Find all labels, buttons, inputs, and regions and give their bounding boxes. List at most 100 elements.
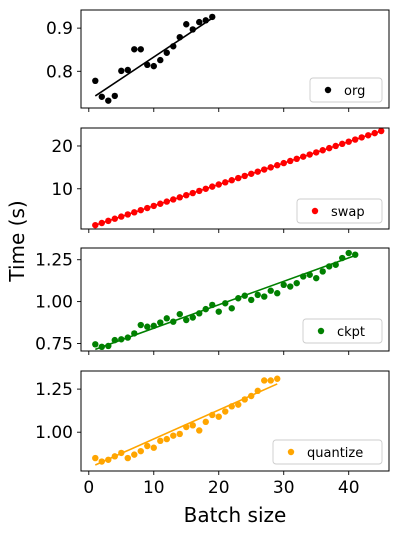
data-point [345, 249, 352, 257]
data-point [92, 221, 99, 229]
data-point [131, 209, 138, 216]
data-point [98, 343, 105, 351]
data-point [183, 191, 190, 199]
data-point [254, 387, 261, 395]
data-point [222, 179, 229, 186]
axes-frame [80, 247, 390, 352]
data-point [170, 432, 177, 439]
data-point [287, 283, 294, 290]
data-point [105, 217, 112, 225]
legend-box [309, 77, 383, 103]
data-point [241, 172, 248, 180]
data-point [378, 127, 385, 135]
y-tick-label: 0.8 [46, 62, 73, 82]
data-point [248, 170, 255, 177]
data-point [287, 157, 294, 165]
data-point [261, 293, 268, 300]
data-point [144, 204, 151, 212]
data-point [176, 194, 183, 201]
data-point [209, 13, 216, 21]
axes-frame [80, 370, 390, 472]
data-point [124, 66, 131, 74]
data-point [144, 323, 151, 330]
data-point [202, 185, 209, 192]
data-point [98, 93, 105, 100]
data-point [345, 138, 352, 145]
data-point [196, 18, 203, 26]
data-point [274, 290, 281, 297]
data-point [131, 330, 138, 337]
data-point [196, 427, 203, 434]
data-point [274, 375, 281, 382]
data-point [202, 418, 209, 426]
data-point [92, 341, 99, 348]
data-point [222, 408, 229, 415]
data-point [365, 132, 372, 139]
legend: ckpt [302, 318, 383, 344]
legend-label: org [344, 84, 365, 99]
data-point [150, 202, 157, 210]
data-point [137, 46, 144, 53]
data-point [150, 62, 157, 70]
data-point [228, 177, 235, 184]
subplots: 0.8 0.9 org 10 20 swap 0.75 1.00 1.25 ckpt 0 10 20 30… [35, 9, 390, 498]
data-point [300, 273, 307, 280]
y-tick-label: 0.9 [46, 19, 73, 39]
data-point [267, 377, 274, 384]
data-point [144, 61, 151, 69]
data-point [111, 336, 118, 344]
legend-marker [311, 207, 319, 215]
data-point [183, 316, 190, 324]
data-point [267, 164, 274, 171]
x-tick-label: 20 [208, 478, 230, 498]
data-point [163, 198, 170, 205]
legend-marker [287, 448, 295, 456]
x-tick-label: 40 [338, 478, 360, 498]
data-point [339, 254, 346, 262]
data-point [222, 300, 229, 307]
data-point [215, 413, 222, 420]
data-point [248, 296, 255, 304]
axes-frame [80, 127, 390, 230]
data-point [163, 49, 170, 56]
data-point [235, 174, 242, 182]
data-point [176, 310, 183, 318]
data-point [98, 219, 105, 227]
data-point [189, 26, 196, 33]
data-point [202, 305, 209, 313]
data-point [118, 336, 125, 343]
data-point [209, 301, 216, 309]
y-tick-label: 0.75 [35, 334, 73, 354]
data-point [92, 454, 99, 462]
data-point [170, 43, 177, 50]
data-point [157, 200, 164, 207]
data-point [313, 274, 320, 282]
data-point [371, 129, 378, 137]
x-tick-label: 10 [143, 478, 165, 498]
data-point [170, 196, 177, 203]
legend-label: ckpt [337, 325, 365, 340]
data-point [241, 292, 248, 299]
data-point [157, 56, 164, 64]
data-point [261, 166, 268, 173]
subplot-swap: 10 20 swap [51, 127, 390, 233]
data-point [319, 147, 326, 154]
data-point [105, 97, 112, 104]
y-tick-label: 1.25 [35, 251, 73, 271]
y-tick-label: 1.25 [35, 380, 73, 400]
data-point [332, 261, 339, 268]
data-point [157, 437, 164, 445]
x-axis-label: Batch size [184, 503, 287, 527]
data-point [339, 140, 346, 148]
data-point [144, 442, 151, 450]
data-point [189, 422, 196, 429]
data-point [248, 392, 255, 400]
data-point [124, 334, 131, 341]
data-point [215, 181, 222, 188]
legend-box [296, 198, 383, 224]
x-tick-label: 30 [273, 478, 295, 498]
legend: quantize [272, 439, 383, 465]
data-point [306, 151, 313, 158]
data-point [332, 142, 339, 150]
data-point [137, 321, 144, 329]
